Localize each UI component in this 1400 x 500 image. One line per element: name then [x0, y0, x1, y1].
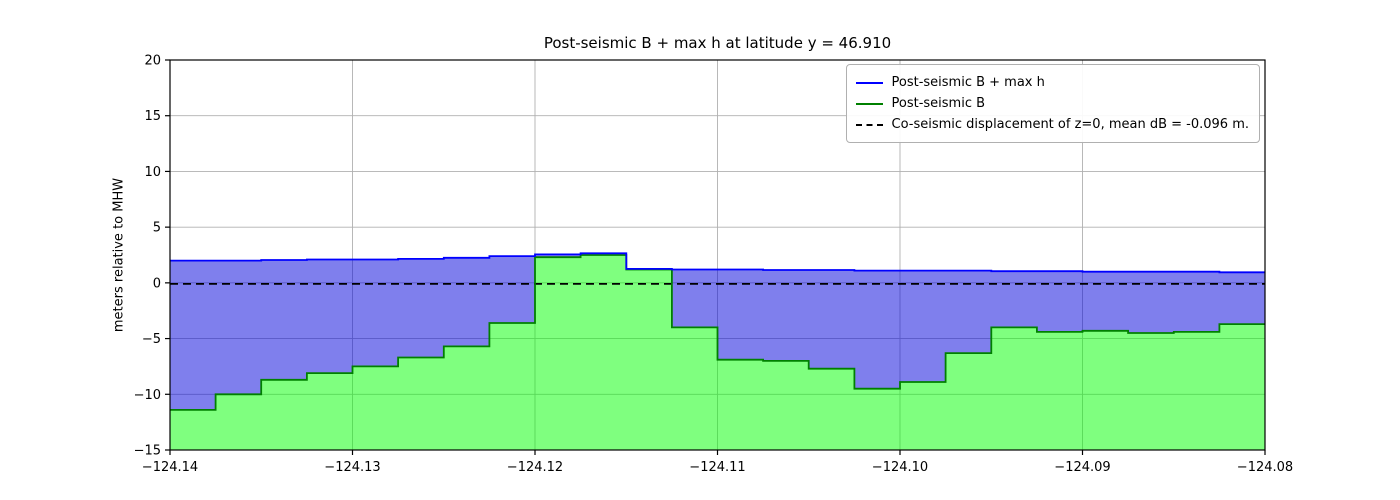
- y-axis-label: meters relative to MHW: [111, 177, 127, 333]
- legend-line-sample-dashed: [855, 123, 883, 126]
- y-tick-label: −10: [134, 388, 161, 403]
- legend-item-coseismic: Co-seismic displacement of z=0, mean dB …: [855, 114, 1250, 135]
- line-post-seismic-b: [170, 254, 1265, 411]
- x-tick-label: −124.14: [142, 460, 198, 475]
- x-tick-label: −124.09: [1054, 460, 1110, 475]
- legend-line-sample-blue: [855, 81, 883, 84]
- legend-label: Post-seismic B: [891, 96, 986, 111]
- y-tick-label: 20: [144, 54, 161, 69]
- y-tick-label: 10: [144, 165, 161, 180]
- x-tick-label: −124.08: [1237, 460, 1293, 475]
- x-tick-label: −124.13: [324, 460, 380, 475]
- legend-label: Co-seismic displacement of z=0, mean dB …: [891, 117, 1250, 132]
- y-tick-label: 5: [153, 221, 161, 236]
- legend-item-b-plus-maxh: Post-seismic B + max h: [855, 72, 1250, 93]
- x-tick-label: −124.10: [872, 460, 928, 475]
- legend-line-sample-green: [855, 102, 883, 105]
- x-tick-label: −124.12: [507, 460, 563, 475]
- y-tick-label: 0: [153, 276, 161, 291]
- legend-item-b: Post-seismic B: [855, 93, 1250, 114]
- y-tick-label: 15: [144, 109, 161, 124]
- chart-title: Post-seismic B + max h at latitude y = 4…: [543, 34, 892, 52]
- legend: Post-seismic B + max h Post-seismic B Co…: [845, 64, 1260, 143]
- legend-label: Post-seismic B + max h: [891, 75, 1045, 90]
- y-tick-label: −15: [134, 444, 161, 459]
- y-tick-label: −5: [142, 332, 161, 347]
- line-post-seismic-b-plus-maxh: [170, 252, 1265, 274]
- x-tick-label: −124.11: [689, 460, 745, 475]
